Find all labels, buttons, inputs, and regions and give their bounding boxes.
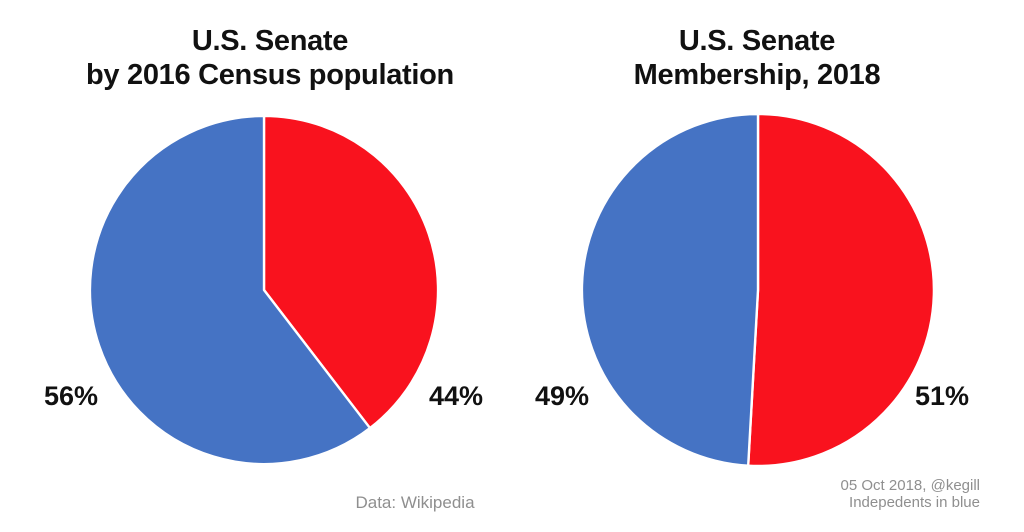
left-chart-title-line2: by 2016 Census population bbox=[86, 59, 454, 91]
right-pie-red-percent-label: 51% bbox=[915, 381, 970, 411]
pie-slice-red bbox=[746, 112, 936, 468]
pie-slice-blue bbox=[580, 112, 760, 467]
right-chart-title: U.S. Senate Membership, 2018 bbox=[497, 24, 1017, 92]
left-pie-red-percent-label: 44% bbox=[429, 381, 484, 411]
pie-slice-blue bbox=[88, 114, 372, 466]
right-pie-blue-percent-label: 49% bbox=[535, 381, 590, 411]
pie-chart-census-population bbox=[88, 114, 440, 466]
data-source-caption: Data: Wikipedia bbox=[355, 493, 475, 512]
credit-caption: 05 Oct 2018, @kegill Indepedents in blue bbox=[841, 477, 980, 511]
credit-caption-line1: 05 Oct 2018, @kegill bbox=[840, 477, 980, 494]
right-chart-title-line2: Membership, 2018 bbox=[633, 59, 881, 91]
pie-slice-red bbox=[262, 114, 440, 430]
left-chart-title-line1: U.S. Senate bbox=[191, 25, 349, 57]
left-chart-title: U.S. Senate by 2016 Census population bbox=[10, 24, 530, 92]
right-chart-title-line1: U.S. Senate bbox=[678, 25, 836, 57]
credit-caption-line2: Indepedents in blue bbox=[849, 494, 980, 511]
pie-chart-membership-2018 bbox=[580, 112, 936, 468]
left-pie-blue-percent-label: 56% bbox=[44, 381, 99, 411]
